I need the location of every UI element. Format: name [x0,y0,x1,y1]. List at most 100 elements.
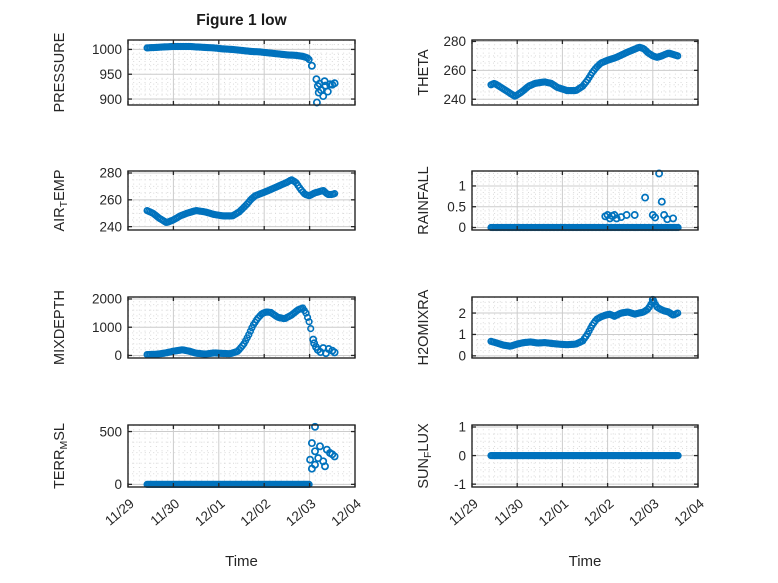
y-axis-label-text: THETA [416,49,432,96]
data-point-marker [674,52,682,60]
x-tick-label: 12/02 [581,496,617,529]
minor-grid [472,171,698,230]
figure-title: Figure 1 low [196,12,287,29]
data-markers [143,304,339,359]
y-tick-label: 240 [443,92,466,107]
axes-box [471,296,699,359]
minor-grid [128,171,355,230]
y-tick-label: 500 [99,424,122,439]
data-point-marker [641,193,650,202]
y-axis-label: AIRTEMP [52,169,70,231]
x-tick-label: 12/03 [626,496,662,529]
data-point-marker [319,92,328,101]
y-tick-label: 1 [458,420,466,435]
y-axis-label: THETA [416,49,432,96]
data-point-marker [245,331,253,339]
y-tick-label: 1 [458,179,466,194]
y-axis-label-subscript: F [422,452,434,458]
data-point-marker [309,335,318,344]
y-tick-label: 1000 [92,42,122,57]
y-axis-label-text: MIXDEPTH [52,290,68,365]
data-point-marker [330,452,339,461]
data-point-marker [331,190,339,198]
y-axis-label: PRESSURE [52,32,68,112]
data-point-marker [323,87,332,96]
data-point-marker [674,309,682,317]
x-tick-label: 12/04 [671,496,707,530]
minor-grid [128,40,355,105]
axes-box [127,39,356,106]
y-tick-label: 1 [458,327,466,342]
y-tick-label: 0 [458,349,466,364]
x-tick-label: 12/04 [328,496,364,530]
data-point-marker [330,348,339,357]
y-tick-label: 280 [443,34,466,49]
data-point-marker [307,325,315,333]
y-tick-label: 0 [114,477,122,492]
data-point-marker [307,439,316,448]
y-axis-label-subscript: M [58,441,70,450]
x-tick-label: 11/29 [446,496,481,529]
y-tick-label: 260 [99,193,122,208]
tick-marks [127,425,356,487]
x-tick-label: 11/30 [148,496,183,529]
data-point-marker [330,79,339,88]
y-tick-label: 260 [443,63,466,78]
y-tick-label: 2000 [92,292,122,307]
tick-marks [127,171,356,230]
data-point-marker [311,460,319,469]
data-point-marker [630,211,639,219]
x-tick-label: 12/02 [238,496,274,529]
y-axis-label-text: AIR [52,207,68,231]
data-markers [487,295,682,350]
x-tick-label: 11/30 [491,496,526,529]
y-axis-label: TERRMSL [52,423,70,489]
y-axis-label: SUNFLUX [416,423,434,489]
y-axis-label: MIXDEPTH [52,290,68,365]
y-axis-label: RAINFALL [416,166,432,235]
x-axis-title-right: Time [568,553,602,570]
y-axis-label-text: TERR [52,450,68,489]
y-axis-label-text: LUX [416,423,432,452]
x-axis-title-left: Time [225,553,258,570]
y-axis-label-subscript: T [58,200,70,207]
data-point-marker [311,447,319,456]
axes-box [471,39,699,106]
axes-box [471,170,699,231]
x-tick-label: 11/29 [102,496,137,529]
y-tick-label: 2 [458,306,466,321]
data-point-marker [307,61,316,70]
subplot-h2omixra: 0 1 2 H2OMIXRA [416,289,699,365]
tick-marks [471,171,699,230]
data-point-marker [651,213,660,222]
subplot-air-temp: 240 260 280 AIRTEMP [52,166,356,234]
data-point-marker [612,214,621,223]
data-point-marker [311,422,319,431]
y-tick-label: -1 [454,477,466,492]
data-point-marker [304,54,312,62]
y-tick-label: 0 [458,220,466,235]
major-grid [472,40,698,105]
y-tick-label: 0 [114,348,122,363]
y-axis-label-text: EMP [52,169,68,200]
x-tick-label: 12/01 [536,496,572,529]
subplot-pressure: 900 950 1000 PRESSURE [52,32,356,112]
data-point-marker [669,214,678,223]
data-markers [143,176,339,226]
y-axis-label-text: SL [52,423,68,441]
data-point-marker [321,462,329,471]
y-tick-label: 0 [458,448,466,463]
data-markers [487,43,682,100]
subplot-mixdepth: 0 1000 2000 MIXDEPTH [52,290,356,365]
subplot-sun-flux: -1 0 1 11/29 11/30 12/01 12/02 12/03 12/04 SUNFLU… [416,420,707,529]
data-point-marker [305,318,313,326]
y-axis-label-text: PRESSURE [52,32,68,112]
y-axis-label-text: SUN [416,458,432,489]
data-markers [143,42,339,107]
data-point-marker [316,442,324,451]
y-axis-label: H2OMIXRA [416,289,432,365]
y-axis-label-text: H2OMIXRA [416,289,432,365]
subplot-terr-msl: 0 500 11/29 11/30 12/01 12/02 12/03 12/04 TERRMS… [52,422,364,530]
